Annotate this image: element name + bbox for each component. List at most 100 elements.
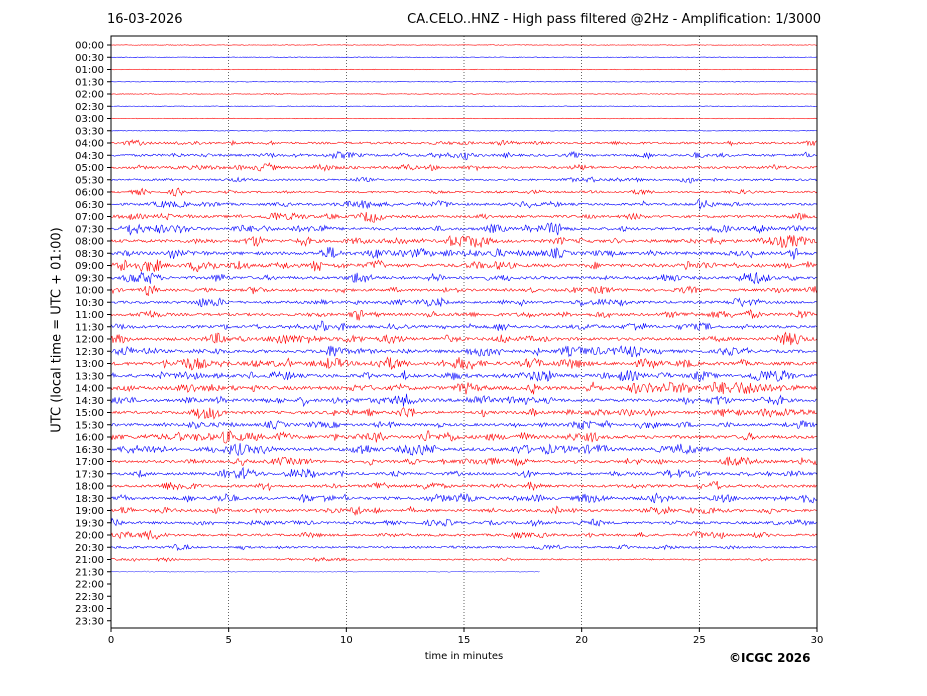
row-label-10-00: 10:00	[75, 286, 104, 297]
row-label-13-30: 13:30	[75, 371, 104, 382]
trace-15-00	[110, 407, 818, 420]
trace-08-00	[110, 235, 818, 249]
row-label-08-00: 08:00	[75, 237, 104, 248]
row-label-06-00: 06:00	[75, 188, 104, 199]
row-label-07-00: 07:00	[75, 212, 104, 223]
row-label-07-30: 07:30	[75, 224, 104, 235]
date-label: 16-03-2026	[107, 12, 183, 27]
row-label-17-00: 17:00	[75, 457, 104, 468]
trace-04-00	[110, 139, 818, 147]
trace-03-00	[110, 117, 818, 120]
row-label-20-00: 20:00	[75, 531, 104, 542]
trace-12-30	[110, 345, 818, 358]
trace-10-30	[110, 296, 818, 308]
plot-frame	[110, 35, 818, 629]
row-label-15-00: 15:00	[75, 408, 104, 419]
copyright-label: ©ICGC 2026	[729, 651, 811, 665]
seismic-traces	[110, 44, 818, 573]
trace-21-00	[110, 556, 818, 563]
chart-title: CA.CELO..HNZ - High pass filtered @2Hz -…	[407, 12, 821, 27]
row-label-22-30: 22:30	[75, 592, 104, 603]
trace-18-30	[110, 492, 818, 504]
row-label-14-00: 14:00	[75, 384, 104, 395]
trace-01-00	[110, 68, 818, 71]
trace-15-30	[110, 420, 818, 430]
row-label-11-30: 11:30	[75, 322, 104, 333]
row-label-04-30: 04:30	[75, 151, 104, 162]
trace-17-30	[110, 466, 818, 480]
trace-13-00	[110, 356, 818, 371]
trace-00-30	[110, 56, 818, 59]
row-label-15-30: 15:30	[75, 420, 104, 431]
row-label-06-30: 06:30	[75, 200, 104, 211]
x-tick-label-30: 30	[811, 635, 824, 646]
trace-03-30	[110, 129, 818, 132]
row-label-20-30: 20:30	[75, 543, 104, 554]
trace-10-00	[110, 284, 818, 296]
row-label-16-00: 16:00	[75, 433, 104, 444]
row-label-11-00: 11:00	[75, 310, 104, 321]
row-label-23-30: 23:30	[75, 616, 104, 627]
row-label-18-00: 18:00	[75, 482, 104, 493]
trace-19-00	[110, 505, 818, 517]
trace-05-30	[110, 176, 818, 184]
row-label-10-30: 10:30	[75, 298, 104, 309]
trace-05-00	[110, 162, 818, 172]
trace-07-30	[110, 222, 818, 236]
x-axis-label: time in minutes	[424, 651, 504, 662]
trace-02-00	[110, 93, 818, 95]
row-label-05-30: 05:30	[75, 175, 104, 186]
row-label-00-30: 00:30	[75, 53, 104, 64]
trace-04-30	[110, 150, 818, 161]
trace-11-30	[110, 320, 818, 332]
trace-21-30	[110, 570, 540, 573]
trace-00-00	[110, 44, 818, 46]
row-label-01-30: 01:30	[75, 77, 104, 88]
row-label-12-30: 12:30	[75, 347, 104, 358]
trace-01-30	[110, 80, 818, 83]
trace-09-30	[110, 271, 818, 285]
trace-09-00	[110, 259, 818, 273]
x-tick-label-20: 20	[575, 635, 588, 646]
trace-06-30	[110, 198, 818, 211]
trace-18-00	[110, 480, 818, 492]
row-label-22-00: 22:00	[75, 580, 104, 591]
trace-16-00	[110, 430, 818, 444]
trace-12-00	[110, 331, 818, 346]
trace-20-30	[110, 543, 818, 552]
row-label-09-30: 09:30	[75, 273, 104, 284]
row-label-12-00: 12:00	[75, 335, 104, 346]
x-axis-ticks: 0 5 10 15 20 25 30	[108, 628, 824, 646]
row-label-19-30: 19:30	[75, 518, 104, 529]
trace-06-00	[110, 187, 818, 197]
row-label-21-00: 21:00	[75, 555, 104, 566]
trace-02-30	[110, 105, 818, 107]
row-label-02-00: 02:00	[75, 90, 104, 101]
x-tick-label-10: 10	[340, 635, 353, 646]
row-label-18-30: 18:30	[75, 494, 104, 505]
row-label-16-30: 16:30	[75, 445, 104, 456]
x-tick-label-0: 0	[108, 635, 114, 646]
row-label-09-00: 09:00	[75, 261, 104, 272]
row-label-19-00: 19:00	[75, 506, 104, 517]
trace-17-00	[110, 456, 818, 467]
trace-19-30	[110, 517, 818, 528]
row-label-08-30: 08:30	[75, 249, 104, 260]
trace-13-30	[110, 370, 818, 382]
trace-16-30	[110, 443, 818, 457]
row-label-01-00: 01:00	[75, 65, 104, 76]
row-label-17-30: 17:30	[75, 469, 104, 480]
trace-08-30	[110, 246, 818, 260]
grid-lines	[228, 36, 700, 628]
x-tick-label-5: 5	[225, 635, 231, 646]
trace-14-30	[110, 393, 818, 408]
trace-11-00	[110, 308, 818, 321]
row-label-03-00: 03:00	[75, 114, 104, 125]
trace-20-00	[110, 530, 818, 540]
row-label-14-30: 14:30	[75, 396, 104, 407]
trace-14-00	[110, 381, 818, 395]
trace-07-00	[110, 211, 818, 223]
row-label-23-00: 23:00	[75, 604, 104, 615]
